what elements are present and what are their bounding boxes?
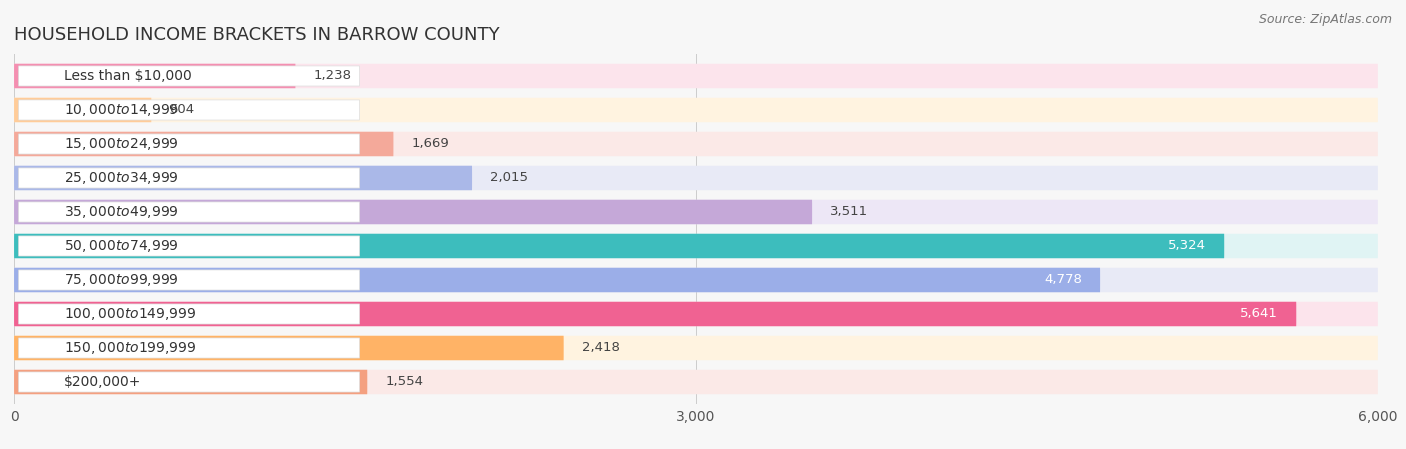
Text: 5,641: 5,641 — [1240, 308, 1278, 321]
FancyBboxPatch shape — [14, 268, 1099, 292]
Text: $100,000 to $149,999: $100,000 to $149,999 — [65, 306, 197, 322]
FancyBboxPatch shape — [14, 302, 1296, 326]
FancyBboxPatch shape — [14, 64, 295, 88]
Text: 604: 604 — [170, 103, 194, 116]
FancyBboxPatch shape — [14, 132, 394, 156]
FancyBboxPatch shape — [18, 202, 360, 222]
FancyBboxPatch shape — [18, 372, 360, 392]
FancyBboxPatch shape — [14, 200, 813, 224]
FancyBboxPatch shape — [18, 100, 360, 120]
Text: Source: ZipAtlas.com: Source: ZipAtlas.com — [1258, 13, 1392, 26]
FancyBboxPatch shape — [14, 132, 1378, 156]
FancyBboxPatch shape — [14, 370, 1378, 394]
Text: 2,418: 2,418 — [582, 342, 620, 355]
Text: $10,000 to $14,999: $10,000 to $14,999 — [65, 102, 179, 118]
FancyBboxPatch shape — [14, 370, 367, 394]
Text: 1,669: 1,669 — [412, 137, 450, 150]
FancyBboxPatch shape — [18, 66, 360, 86]
FancyBboxPatch shape — [14, 336, 1378, 360]
Text: HOUSEHOLD INCOME BRACKETS IN BARROW COUNTY: HOUSEHOLD INCOME BRACKETS IN BARROW COUN… — [14, 26, 499, 44]
FancyBboxPatch shape — [14, 268, 1378, 292]
Text: 1,554: 1,554 — [385, 375, 423, 388]
Text: $200,000+: $200,000+ — [65, 375, 142, 389]
Text: $15,000 to $24,999: $15,000 to $24,999 — [65, 136, 179, 152]
FancyBboxPatch shape — [18, 304, 360, 324]
Text: $75,000 to $99,999: $75,000 to $99,999 — [65, 272, 179, 288]
Text: 1,238: 1,238 — [314, 70, 352, 83]
Text: Less than $10,000: Less than $10,000 — [65, 69, 191, 83]
Text: $150,000 to $199,999: $150,000 to $199,999 — [65, 340, 197, 356]
FancyBboxPatch shape — [14, 166, 472, 190]
FancyBboxPatch shape — [18, 270, 360, 290]
FancyBboxPatch shape — [14, 64, 1378, 88]
FancyBboxPatch shape — [14, 98, 1378, 122]
FancyBboxPatch shape — [14, 336, 564, 360]
Text: 5,324: 5,324 — [1168, 239, 1206, 252]
Text: $25,000 to $34,999: $25,000 to $34,999 — [65, 170, 179, 186]
Text: $50,000 to $74,999: $50,000 to $74,999 — [65, 238, 179, 254]
Text: $35,000 to $49,999: $35,000 to $49,999 — [65, 204, 179, 220]
FancyBboxPatch shape — [18, 168, 360, 188]
FancyBboxPatch shape — [18, 338, 360, 358]
Text: 3,511: 3,511 — [831, 206, 869, 219]
FancyBboxPatch shape — [14, 302, 1378, 326]
FancyBboxPatch shape — [14, 200, 1378, 224]
FancyBboxPatch shape — [14, 98, 152, 122]
Text: 4,778: 4,778 — [1045, 273, 1083, 286]
FancyBboxPatch shape — [18, 134, 360, 154]
FancyBboxPatch shape — [14, 166, 1378, 190]
FancyBboxPatch shape — [14, 234, 1378, 258]
Text: 2,015: 2,015 — [491, 172, 529, 185]
FancyBboxPatch shape — [14, 234, 1225, 258]
FancyBboxPatch shape — [18, 236, 360, 256]
